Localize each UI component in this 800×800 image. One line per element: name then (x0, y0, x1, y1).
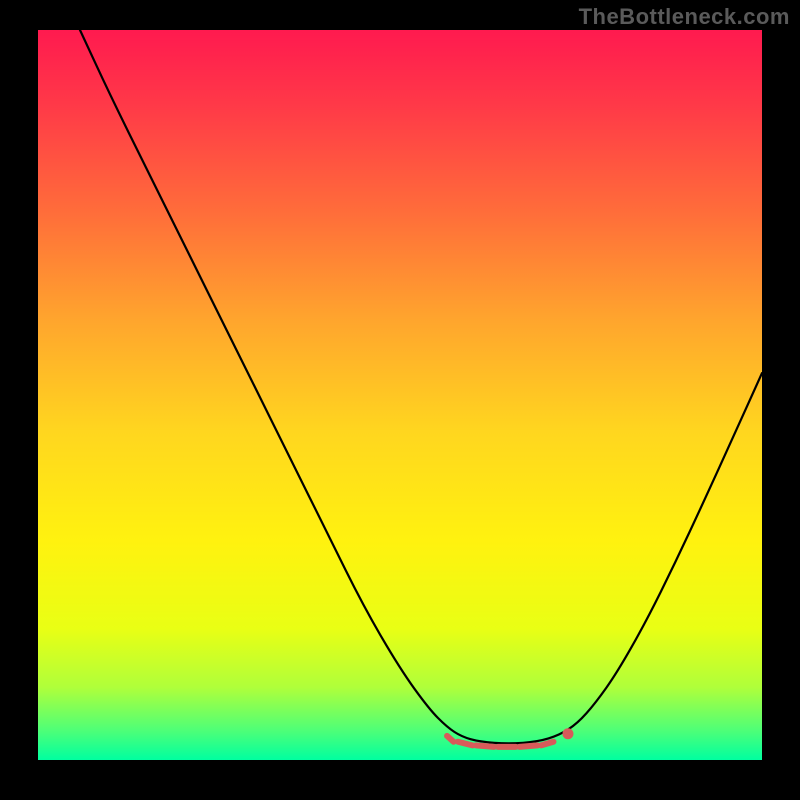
plot-area (38, 30, 762, 760)
watermark-text: TheBottleneck.com (579, 4, 790, 30)
chart-container: TheBottleneck.com (0, 0, 800, 800)
bottom-mark-dot (562, 728, 573, 739)
chart-svg (38, 30, 762, 760)
gradient-background (38, 30, 762, 760)
